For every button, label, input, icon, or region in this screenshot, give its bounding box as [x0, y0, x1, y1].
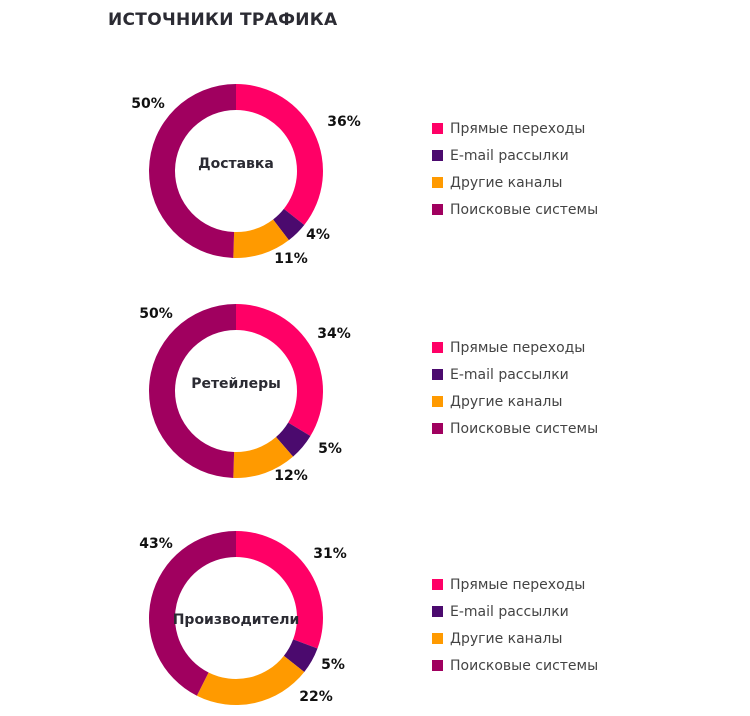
legend-label: Прямые переходы — [450, 576, 586, 593]
donut-slice-email — [283, 639, 318, 672]
donut-chart — [149, 304, 323, 478]
donut-slice-email — [273, 208, 305, 241]
donut-chart — [149, 84, 323, 258]
legend-label: E-mail рассылки — [450, 147, 569, 164]
legend-swatch — [432, 123, 443, 134]
legend-label: Другие каналы — [450, 393, 563, 410]
donut-slice-other — [233, 219, 289, 258]
pct-label-other: 11% — [274, 251, 308, 267]
pct-label-email: 4% — [306, 227, 330, 243]
legend-email: E-mail рассылки — [432, 598, 598, 625]
pct-label-other: 22% — [299, 689, 333, 705]
legend-swatch — [432, 396, 443, 407]
pct-label-email: 5% — [318, 441, 342, 457]
donut-slice-other — [233, 437, 294, 478]
pct-label-search: 50% — [131, 96, 165, 112]
legend: Прямые переходы E-mail рассылки Другие кан… — [432, 571, 598, 679]
page-title: ИСТОЧНИКИ ТРАФИКА — [108, 10, 338, 30]
pct-label-other: 12% — [274, 468, 308, 484]
donut-center-label: Доставка — [198, 156, 274, 172]
chart-retailers: Ретейлеры 34% 5% 12% 50% Прямые переходы… — [0, 298, 750, 484]
legend-other: Другие каналы — [432, 388, 598, 415]
donut-chart — [149, 531, 323, 705]
donut-center-label: Ретейлеры — [191, 376, 281, 392]
legend-label: Другие каналы — [450, 174, 563, 191]
legend-other: Другие каналы — [432, 625, 598, 652]
legend-swatch — [432, 342, 443, 353]
legend: Прямые переходы E-mail рассылки Другие кан… — [432, 334, 598, 442]
chart-delivery: Доставка 36% 4% 11% 50% Прямые переходы E… — [0, 78, 750, 267]
legend-swatch — [432, 633, 443, 644]
donut-slice-direct — [236, 531, 323, 649]
legend-swatch — [432, 660, 443, 671]
legend-search: Поисковые системы — [432, 196, 598, 223]
donut-slice-search — [149, 84, 236, 258]
donut-slice-search — [149, 531, 236, 696]
legend-direct: Прямые переходы — [432, 115, 598, 142]
legend-direct: Прямые переходы — [432, 571, 598, 598]
legend-label: Поисковые системы — [450, 201, 599, 218]
legend-email: E-mail рассылки — [432, 142, 598, 169]
legend-swatch — [432, 204, 443, 215]
pct-label-search: 50% — [139, 306, 173, 322]
legend-email: E-mail рассылки — [432, 361, 598, 388]
legend-label: Другие каналы — [450, 630, 563, 647]
legend-label: Прямые переходы — [450, 339, 586, 356]
legend-other: Другие каналы — [432, 169, 598, 196]
donut-slice-other — [196, 655, 305, 705]
chart-manufacturers: Производители 31% 5% 22% 43% Прямые пере… — [0, 525, 750, 711]
donut-slice-search — [149, 304, 236, 478]
legend-swatch — [432, 150, 443, 161]
legend-swatch — [432, 579, 443, 590]
legend-label: Поисковые системы — [450, 657, 599, 674]
legend: Прямые переходы E-mail рассылки Другие кан… — [432, 115, 598, 223]
pct-label-direct: 34% — [317, 326, 351, 342]
pct-label-search: 43% — [139, 536, 173, 552]
donut-center-label: Производители — [172, 612, 300, 628]
legend-label: E-mail рассылки — [450, 603, 569, 620]
legend-direct: Прямые переходы — [432, 334, 598, 361]
legend-label: Поисковые системы — [450, 420, 599, 437]
legend-search: Поисковые системы — [432, 415, 598, 442]
legend-search: Поисковые системы — [432, 652, 598, 679]
pct-label-email: 5% — [321, 657, 345, 673]
legend-swatch — [432, 423, 443, 434]
pct-label-direct: 36% — [327, 114, 361, 130]
legend-swatch — [432, 369, 443, 380]
legend-label: Прямые переходы — [450, 120, 586, 137]
pct-label-direct: 31% — [313, 546, 347, 562]
donut-slice-email — [276, 422, 311, 457]
donut-slice-direct — [236, 304, 323, 437]
donut-slice-direct — [236, 84, 323, 225]
legend-swatch — [432, 606, 443, 617]
legend-swatch — [432, 177, 443, 188]
legend-label: E-mail рассылки — [450, 366, 569, 383]
